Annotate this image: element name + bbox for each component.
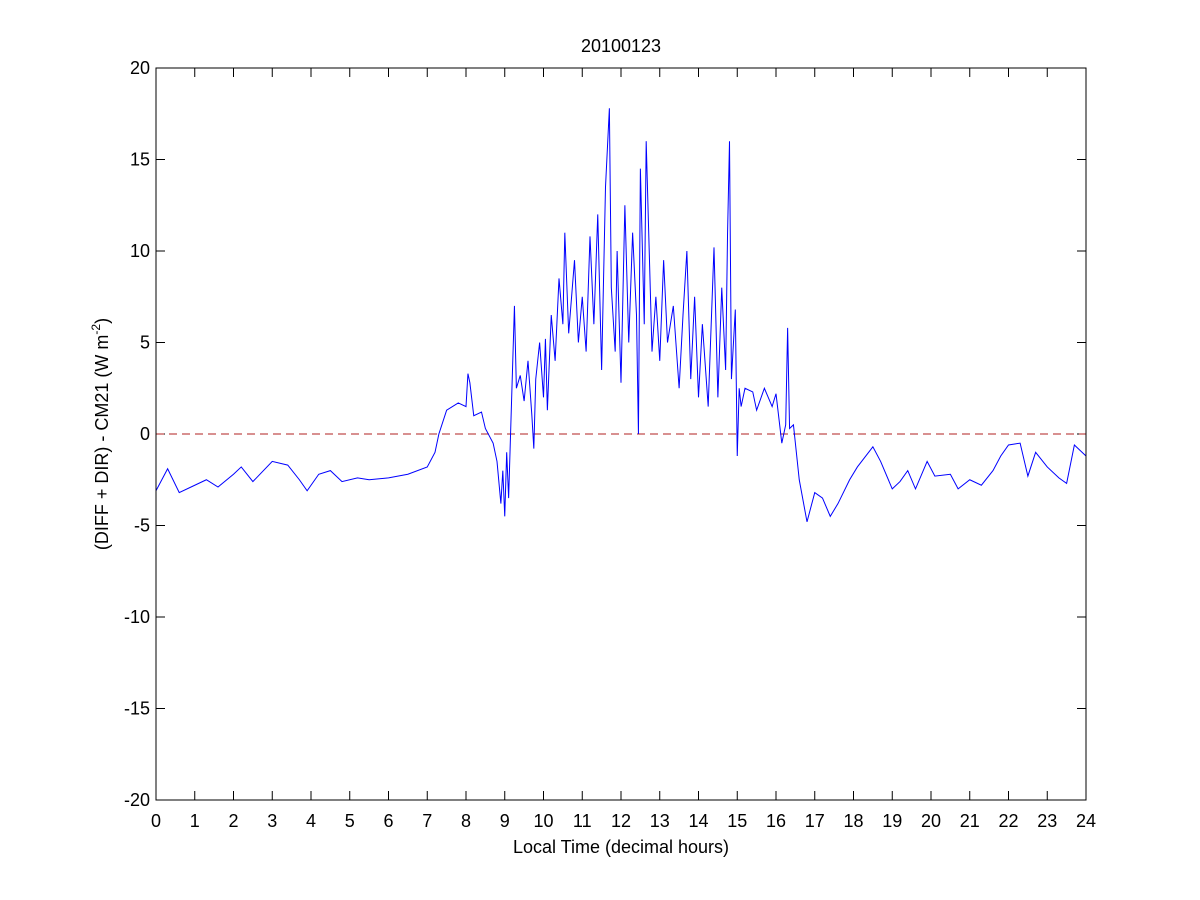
x-axis-label: Local Time (decimal hours)	[513, 837, 729, 857]
y-tick-label: 0	[140, 424, 150, 444]
x-tick-label: 7	[422, 811, 432, 831]
x-tick-label: 1	[190, 811, 200, 831]
x-tick-label: 21	[960, 811, 980, 831]
x-tick-label: 24	[1076, 811, 1096, 831]
chart-title: 20100123	[581, 36, 661, 56]
x-tick-label: 4	[306, 811, 316, 831]
plot-frame	[155, 67, 1087, 801]
y-axis-label: (DIFF + DIR) - CM21 (W m-2)	[89, 318, 112, 550]
y-tick-label: 10	[130, 241, 150, 261]
y-tick-label: 5	[140, 333, 150, 353]
y-tick-label: 20	[130, 58, 150, 78]
y-tick-label: -15	[124, 699, 150, 719]
x-tick-label: 8	[461, 811, 471, 831]
x-tick-label: 23	[1037, 811, 1057, 831]
x-tick-label: 16	[766, 811, 786, 831]
y-label-sup: -2	[89, 324, 103, 335]
y-label-main: (DIFF + DIR) - CM21 (W m	[92, 335, 112, 550]
x-tick-label: 17	[805, 811, 825, 831]
x-tick-label: 3	[267, 811, 277, 831]
x-tick-label: 13	[650, 811, 670, 831]
x-tick-label: 15	[727, 811, 747, 831]
y-tick-label: 15	[130, 150, 150, 170]
x-tick-label: 11	[573, 811, 592, 831]
x-tick-label: 0	[151, 811, 161, 831]
x-tick-label: 22	[998, 811, 1018, 831]
x-tick-label: 20	[921, 811, 941, 831]
y-tick-label: -20	[124, 790, 150, 810]
x-tick-label: 18	[843, 811, 863, 831]
x-tick-label: 9	[500, 811, 510, 831]
y-tick-label: -5	[134, 516, 150, 536]
x-tick-label: 10	[533, 811, 553, 831]
x-tick-label: 2	[228, 811, 238, 831]
x-tick-label: 14	[688, 811, 708, 831]
x-tick-label: 6	[383, 811, 393, 831]
data-line	[155, 108, 1087, 522]
y-tick-label: -10	[124, 607, 150, 627]
x-tick-label: 19	[882, 811, 902, 831]
x-tick-label: 5	[345, 811, 355, 831]
x-tick-label: 12	[611, 811, 631, 831]
y-label-end: )	[92, 318, 112, 324]
